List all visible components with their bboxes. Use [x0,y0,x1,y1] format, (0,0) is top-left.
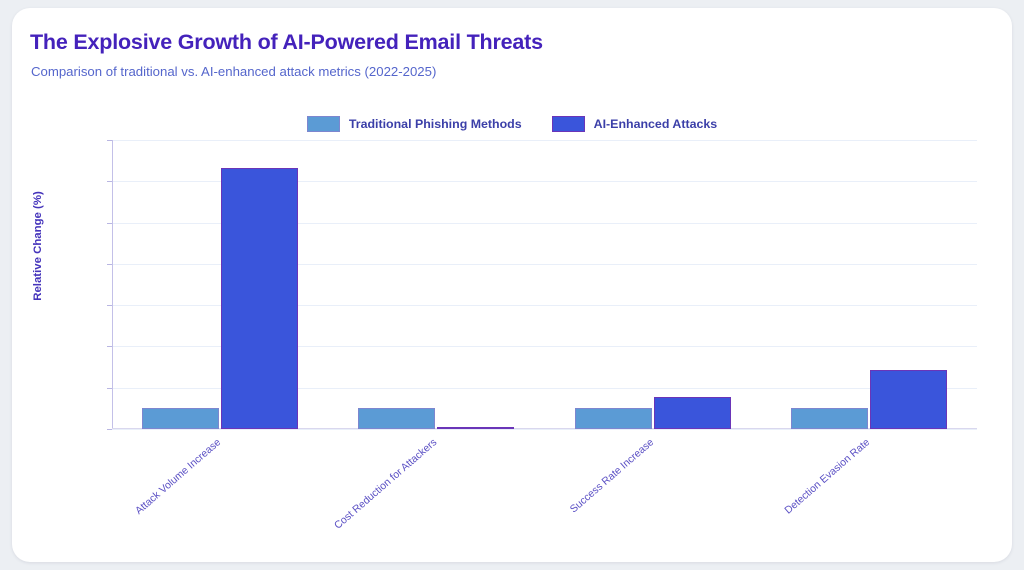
y-axis-tick-mark [107,181,112,183]
chart-card: The Explosive Growth of AI-Powered Email… [12,8,1012,562]
bar[interactable] [869,370,947,429]
legend-item-traditional[interactable]: Traditional Phishing Methods [306,116,522,132]
bar[interactable] [358,408,436,429]
legend-swatch-icon [551,116,585,132]
gridline [112,387,977,389]
y-axis-tick-mark [107,346,112,348]
bar[interactable] [221,167,299,429]
bar-groups: Attack Volume Increase Cost Reduction for… [112,140,977,532]
y-axis-line [112,140,113,429]
gridline [112,140,977,141]
bar-group: Attack Volume Increase [112,140,328,517]
bar[interactable] [142,408,220,429]
y-axis-tick-mark [107,387,112,389]
legend-label: AI-Enhanced Attacks [593,117,718,131]
legend-item-ai[interactable]: AI-Enhanced Attacks [551,116,718,132]
gridline [112,222,977,224]
page-title: The Explosive Growth of AI-Powered Email… [30,30,543,54]
gridline [112,346,977,348]
y-axis-tick-mark [107,305,112,307]
legend-swatch-icon [306,116,340,132]
bar-group: Success Rate Increase [545,140,761,515]
bar[interactable] [790,408,868,429]
chart-legend: Traditional Phishing Methods AI-Enhanced… [12,116,1012,132]
plot-area: 0%200%400%600%800%1000%1200%1400% Attack… [107,140,977,532]
x-axis-category-label-text: Attack Volume Increase [133,437,224,517]
y-axis-tick-mark [107,429,112,430]
x-axis-category-label-text: Detection Evasion Rate [782,437,873,517]
y-axis-title: Relative Change (%) [32,191,44,301]
legend-label: Traditional Phishing Methods [348,117,522,131]
x-axis-line [112,428,977,429]
y-axis-tick-mark [107,222,112,224]
bar-group: Detection Evasion Rate [761,140,977,517]
gridline [112,263,977,265]
bar[interactable] [437,426,515,429]
plot-wrapper: Relative Change (%) 0%200%400%600%800%10… [12,8,1012,562]
gridline [112,305,977,307]
x-axis-category-label-text: Cost Reduction for Attackers [332,437,440,532]
bar[interactable] [653,397,731,429]
bar-group: Cost Reduction for Attackers [328,140,544,532]
x-axis-category-label-text: Success Rate Increase [567,437,656,516]
gridline [112,181,977,183]
x-axis-category-label: Cost Reduction for Attackers [333,351,539,532]
y-axis-tick-mark [107,140,112,141]
chart-subtitle: Comparison of traditional vs. AI-enhance… [31,64,437,79]
bar[interactable] [574,408,652,429]
y-axis-tick-mark [107,263,112,265]
gridline [112,429,977,430]
